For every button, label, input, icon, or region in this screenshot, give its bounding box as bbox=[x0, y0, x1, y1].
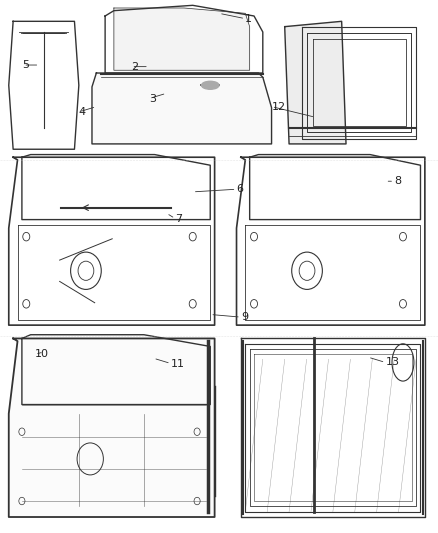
Text: 4: 4 bbox=[79, 107, 86, 117]
Ellipse shape bbox=[201, 82, 219, 90]
Text: 3: 3 bbox=[149, 94, 156, 103]
Polygon shape bbox=[92, 73, 272, 144]
Text: 8: 8 bbox=[394, 176, 401, 186]
Text: 9: 9 bbox=[241, 312, 248, 322]
Polygon shape bbox=[114, 8, 250, 70]
Text: 12: 12 bbox=[272, 102, 286, 111]
Polygon shape bbox=[285, 21, 346, 144]
Text: 10: 10 bbox=[35, 350, 49, 359]
Text: 7: 7 bbox=[175, 214, 182, 223]
Text: 13: 13 bbox=[385, 358, 399, 367]
Text: 1: 1 bbox=[245, 14, 252, 23]
Text: 11: 11 bbox=[171, 359, 185, 368]
Polygon shape bbox=[9, 338, 215, 517]
Text: 5: 5 bbox=[22, 60, 29, 70]
Text: 6: 6 bbox=[237, 184, 244, 194]
Text: 2: 2 bbox=[131, 62, 138, 71]
